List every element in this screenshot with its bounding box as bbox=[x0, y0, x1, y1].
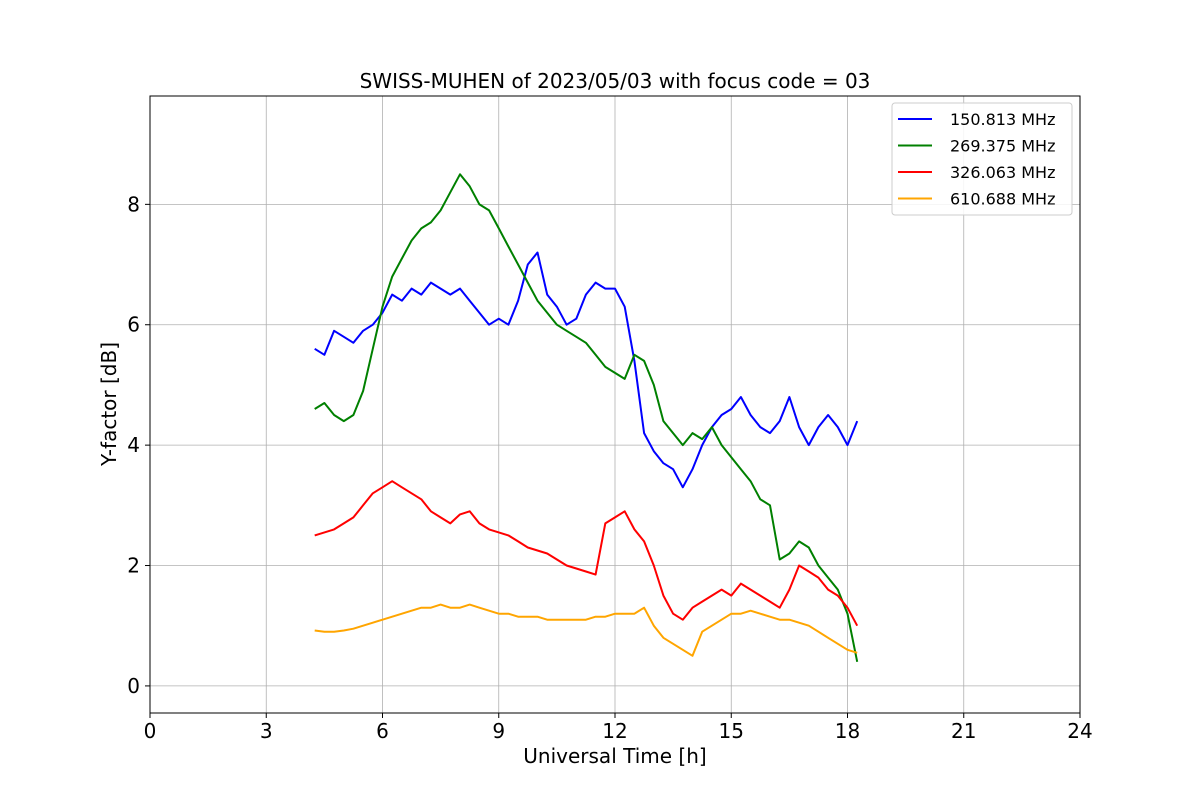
series-line-3 bbox=[314, 480, 859, 627]
x-tick-label: 0 bbox=[144, 719, 157, 743]
y-tick-label: 6 bbox=[127, 313, 140, 337]
x-axis-label: Universal Time [h] bbox=[523, 744, 706, 768]
chart-title: SWISS-MUHEN of 2023/05/03 with focus cod… bbox=[360, 69, 871, 93]
x-tick-label: 24 bbox=[1067, 719, 1092, 743]
series-line-2 bbox=[314, 173, 859, 662]
x-tick-label: 3 bbox=[260, 719, 273, 743]
y-axis-label: Y-factor [dB] bbox=[97, 342, 121, 467]
x-tick-label: 15 bbox=[719, 719, 744, 743]
series-line-1 bbox=[314, 251, 859, 489]
legend-label: 150.813 MHz bbox=[950, 110, 1055, 129]
series-line-4 bbox=[314, 603, 858, 657]
legend: 150.813 MHz 269.375 MHz 326.063 MHz 610.688… bbox=[891, 102, 1073, 216]
legend-label: 326.063 MHz bbox=[950, 163, 1055, 182]
y-tick-label: 2 bbox=[127, 554, 140, 578]
x-tick-label: 6 bbox=[376, 719, 389, 743]
x-tick-label: 21 bbox=[951, 719, 976, 743]
x-tick-label: 18 bbox=[835, 719, 860, 743]
legend-label: 610.688 MHz bbox=[950, 190, 1055, 209]
y-tick-label: 8 bbox=[127, 192, 140, 216]
x-tick-label: 9 bbox=[492, 719, 505, 743]
x-tick-label: 12 bbox=[602, 719, 627, 743]
legend-label: 269.375 MHz bbox=[950, 137, 1055, 156]
legend-box bbox=[891, 102, 1073, 216]
y-tick-label: 0 bbox=[127, 674, 140, 698]
y-tick-label: 4 bbox=[127, 433, 140, 457]
series-layer bbox=[314, 173, 859, 662]
